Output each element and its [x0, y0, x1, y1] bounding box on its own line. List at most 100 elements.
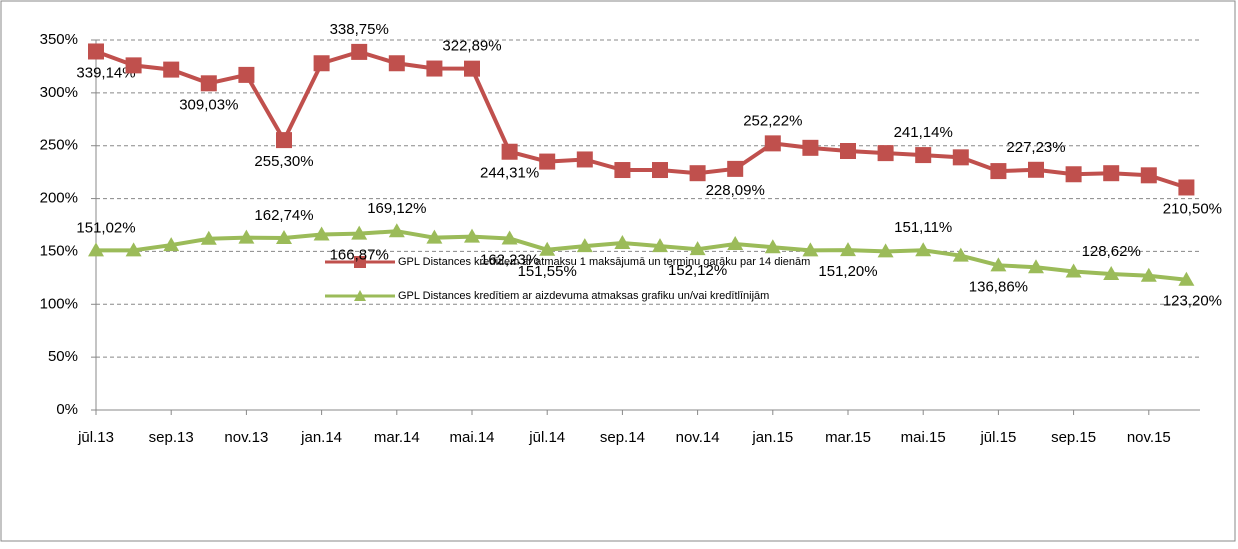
x-tick-label: nov.15 [1127, 429, 1171, 446]
data-label: 309,03% [179, 96, 238, 113]
x-tick-label: mai.14 [449, 429, 494, 446]
x-tick-label: jan.14 [300, 429, 342, 446]
data-label: 338,75% [330, 21, 389, 38]
marker [125, 242, 142, 257]
legend-marker [354, 290, 366, 301]
data-label: 151,02% [76, 219, 135, 236]
marker [501, 143, 518, 160]
marker [200, 75, 217, 92]
y-tick-label: 150% [40, 242, 78, 259]
marker [539, 241, 556, 256]
marker [877, 145, 894, 162]
data-label: 210,50% [1163, 200, 1222, 217]
marker [802, 242, 819, 257]
data-label: 252,22% [743, 112, 802, 129]
marker [313, 226, 330, 241]
data-label: 255,30% [254, 153, 313, 170]
legend-label: GPL Distances kredītiem ar atmaksu 1 mak… [398, 256, 810, 268]
y-tick-label: 50% [48, 348, 78, 365]
data-label: 151,11% [894, 219, 952, 236]
data-label: 339,14% [76, 64, 135, 81]
marker [88, 242, 104, 257]
marker [464, 228, 480, 243]
marker [952, 149, 969, 166]
x-tick-label: jūl.15 [979, 429, 1016, 446]
marker [576, 151, 593, 168]
marker [163, 61, 180, 78]
marker [351, 43, 368, 60]
data-label: 228,09% [706, 182, 765, 199]
marker [125, 57, 142, 74]
marker [388, 55, 405, 72]
x-tick-label: nov.14 [676, 429, 720, 446]
y-tick-label: 250% [40, 137, 78, 154]
x-tick-label: mai.15 [901, 429, 946, 446]
data-label: 241,14% [894, 124, 953, 141]
x-tick-label: sep.15 [1051, 429, 1096, 446]
x-tick-label: mar.15 [825, 429, 871, 446]
marker [915, 242, 932, 257]
data-label: 169,12% [367, 200, 426, 217]
legend-label: GPL Distances kredītiem ar aizdevuma atm… [398, 290, 769, 302]
x-tick-label: jūl.13 [77, 429, 114, 446]
data-label: 151,20% [818, 263, 877, 280]
marker [952, 247, 969, 262]
marker [1103, 266, 1120, 281]
data-label: 151,55% [518, 263, 577, 280]
data-label: 227,23% [1006, 139, 1065, 156]
marker [238, 229, 255, 244]
marker [764, 239, 781, 254]
marker [88, 43, 104, 60]
data-label: 162,23% [480, 251, 539, 268]
y-tick-label: 200% [40, 190, 78, 207]
marker [464, 60, 480, 77]
marker [351, 225, 368, 240]
data-label: 152,12% [668, 262, 727, 279]
marker [539, 153, 556, 170]
y-tick-label: 0% [56, 401, 78, 418]
data-label: 166,87% [330, 247, 389, 264]
marker [877, 243, 894, 258]
marker [200, 230, 217, 245]
marker [1103, 165, 1120, 182]
marker [727, 160, 744, 177]
marker [614, 162, 631, 179]
data-label: 244,31% [480, 165, 539, 182]
marker [1065, 166, 1082, 183]
marker [764, 135, 781, 152]
marker [652, 238, 668, 253]
legend-marker [354, 256, 366, 268]
x-tick-label: mar.14 [374, 429, 420, 446]
marker [990, 257, 1007, 272]
marker [840, 242, 856, 257]
marker [614, 234, 631, 249]
x-tick-label: sep.13 [149, 429, 194, 446]
y-tick-label: 100% [40, 295, 78, 312]
data-label: 128,62% [1082, 243, 1141, 260]
data-label: 162,74% [254, 207, 313, 224]
marker [1028, 161, 1044, 178]
marker [1178, 179, 1195, 196]
y-tick-label: 350% [40, 31, 78, 48]
x-tick-label: sep.14 [600, 429, 645, 446]
marker [426, 229, 443, 244]
marker [689, 165, 706, 182]
marker [1140, 167, 1157, 184]
marker [276, 229, 292, 244]
marker [276, 132, 292, 149]
marker [802, 139, 819, 156]
x-tick-label: jūl.14 [528, 429, 565, 446]
marker [426, 60, 443, 77]
data-label: 322,89% [442, 38, 501, 55]
marker [238, 66, 255, 83]
marker [1178, 271, 1195, 286]
marker [163, 237, 180, 252]
x-tick-label: jan.15 [751, 429, 793, 446]
marker [501, 230, 518, 245]
marker [727, 236, 744, 251]
y-tick-label: 300% [40, 84, 78, 101]
marker [388, 223, 405, 238]
marker [1140, 267, 1157, 282]
